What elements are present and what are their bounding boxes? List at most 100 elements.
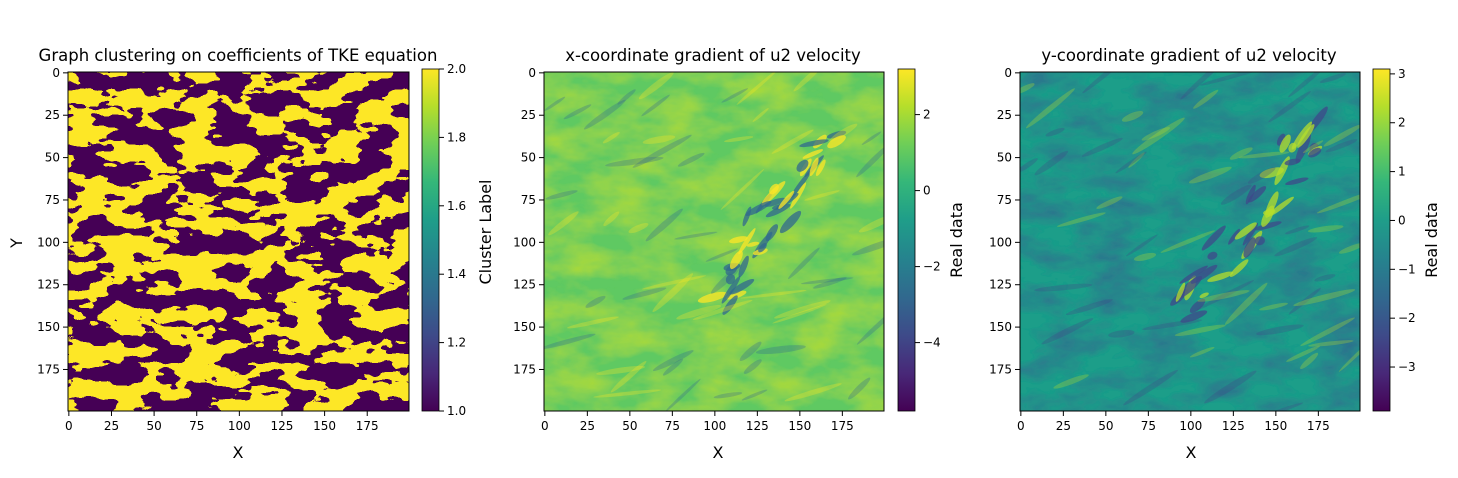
field-streak	[1274, 237, 1318, 257]
colorbar-tick-label: 1.4	[447, 267, 466, 281]
field-feature	[726, 290, 747, 300]
colorbar-tick-label: 1.6	[447, 199, 466, 213]
field-streak	[593, 389, 662, 398]
field-streak	[1302, 140, 1324, 154]
panel-y-gradient: y-coordinate gradient of u2 velocity 0 25…	[989, 46, 1441, 462]
field-streak	[563, 104, 592, 120]
field-streak	[740, 290, 807, 299]
field-feature	[1207, 271, 1234, 282]
field-feature	[1254, 236, 1265, 246]
field-feature	[729, 236, 748, 244]
panel3-colorbar	[1372, 68, 1391, 412]
x-tick-label: 100	[703, 419, 726, 433]
field-streak	[1300, 317, 1355, 347]
field-streak	[804, 190, 840, 201]
field-feature	[746, 241, 760, 247]
field-streak	[548, 211, 579, 236]
panel3-colorbar-label: Real data	[1422, 202, 1441, 278]
field-streak	[583, 99, 626, 130]
y-tick-label: 0	[528, 66, 536, 80]
field-streak	[674, 231, 718, 240]
colorbar-tick-label: 1.0	[447, 404, 466, 418]
y-tick-label: 0	[52, 66, 60, 80]
field-streak	[617, 89, 636, 105]
field-streak	[1057, 212, 1106, 227]
y-tick-label: 150	[989, 320, 1012, 334]
field-streak	[1238, 151, 1290, 159]
field-feature	[1179, 265, 1208, 284]
field-streak	[1065, 299, 1113, 316]
field-streak	[812, 277, 847, 289]
field-feature	[827, 135, 846, 149]
field-streak	[771, 129, 814, 154]
field-streak	[1286, 345, 1320, 362]
colorbar-tick-label: 2.0	[447, 62, 466, 76]
field-streak	[705, 248, 738, 262]
colorbar-tick-label: 1	[1398, 165, 1406, 179]
field-streak	[752, 108, 769, 122]
field-streak	[1034, 150, 1069, 176]
field-streak	[1189, 346, 1215, 358]
field-streak	[1308, 340, 1354, 347]
field-streak	[641, 275, 707, 290]
field-feature	[1245, 184, 1256, 205]
field-streak	[1188, 166, 1232, 184]
x-tick-label: 50	[1098, 419, 1113, 433]
field-streak	[1053, 374, 1089, 389]
field-streak	[692, 299, 753, 320]
y-tick-label: 50	[997, 151, 1012, 165]
x-tick-label: 175	[831, 419, 854, 433]
panel2-y-ticks: 0 25 50 75 100 125 150 175	[513, 66, 544, 376]
field-feature	[1201, 225, 1226, 251]
field-feature	[802, 149, 824, 159]
colorbar-tick-label: −1	[1398, 262, 1416, 276]
y-tick-label: 125	[989, 278, 1012, 292]
field-feature	[815, 159, 826, 177]
y-tick-label: 100	[989, 235, 1012, 249]
field-streak	[1285, 225, 1310, 235]
x-tick-label: 125	[746, 419, 769, 433]
field-streak	[1123, 369, 1178, 406]
field-streak	[784, 383, 842, 402]
x-tick-label: 175	[1307, 419, 1330, 433]
field-feature	[764, 197, 786, 207]
x-tick-label: 125	[1222, 419, 1245, 433]
field-feature	[1175, 282, 1186, 302]
field-feature	[1199, 292, 1209, 299]
panel2-features	[544, 72, 884, 411]
field-streak	[1293, 289, 1356, 306]
field-streak	[720, 168, 765, 210]
field-feature	[697, 291, 728, 303]
field-feature	[745, 200, 772, 217]
field-feature	[1295, 132, 1311, 164]
field-feature	[729, 250, 743, 270]
panel1-heatmap	[68, 72, 409, 411]
field-streak	[1180, 72, 1231, 100]
field-streak	[1197, 290, 1250, 302]
panel3-colorbar-ticks: 3 2 1 0 −1 −2 −3	[1390, 67, 1416, 374]
field-feature	[1279, 134, 1291, 153]
field-feature	[725, 274, 736, 285]
panel1-x-ticks: 0 25 50 75 100 125 150 175	[65, 411, 379, 433]
field-streak	[739, 341, 762, 361]
field-feature	[738, 255, 749, 278]
field-streak	[713, 392, 743, 399]
field-streak	[1316, 188, 1360, 214]
colorbar-tick-label: −2	[923, 260, 941, 274]
field-streak	[1133, 252, 1157, 262]
field-streak	[1141, 127, 1171, 141]
field-feature	[1276, 133, 1286, 146]
field-streak	[602, 131, 620, 144]
field-streak	[1045, 127, 1065, 137]
field-feature	[765, 203, 791, 218]
field-feature	[1229, 259, 1249, 277]
y-tick-label: 125	[513, 278, 536, 292]
x-tick-label: 150	[313, 419, 336, 433]
panel1-y-ticks: 0 25 50 75 100 125 150 175	[37, 66, 68, 376]
field-feature	[1259, 167, 1284, 179]
field-streak	[743, 359, 762, 374]
x-tick-label: 50	[146, 419, 161, 433]
field-feature	[722, 295, 738, 315]
field-streak	[1132, 117, 1185, 155]
field-streak	[652, 273, 694, 313]
